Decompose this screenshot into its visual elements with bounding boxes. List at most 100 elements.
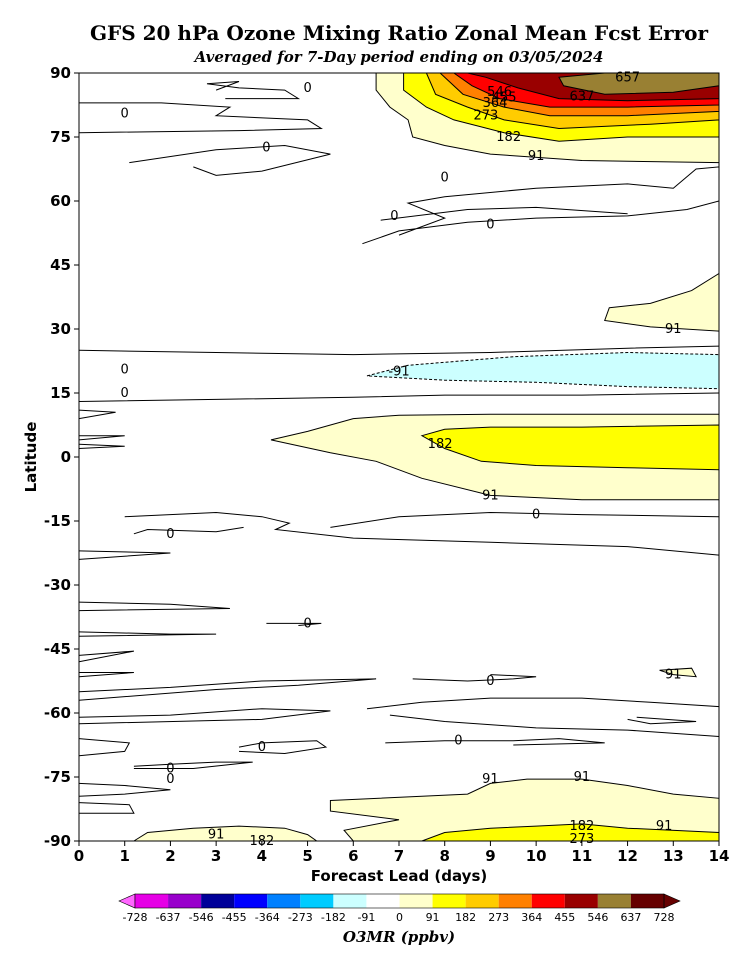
contour-line-29 (78, 782, 171, 797)
contour-line-10 (124, 511, 720, 556)
y-tick-label: -60 (44, 704, 71, 722)
contour-labels: 0063765754645536427318291000091-91001829… (121, 70, 682, 849)
contour-line-17 (78, 650, 134, 663)
colorbar-swatch (333, 894, 367, 908)
contour-label-15: -91 (388, 365, 409, 380)
colorbar-swatch (630, 894, 664, 908)
contour-line-12 (133, 526, 244, 535)
contour-label-5: 455 (492, 90, 517, 105)
contour-label-28: 0 (166, 772, 174, 787)
region-12 (329, 778, 720, 842)
x-tick-label: 7 (394, 847, 404, 865)
y-tick-label: -90 (44, 832, 71, 850)
contour-line-23 (389, 714, 720, 737)
contour-line-21 (412, 674, 537, 682)
contour-label-34: 91 (208, 828, 225, 843)
y-tick-label: 60 (50, 192, 71, 210)
contour-label-14: 91 (665, 322, 682, 337)
colorbar-swatch (234, 894, 268, 908)
contour-label-25: 0 (258, 740, 266, 755)
contour-label-3: 657 (615, 70, 640, 85)
contour-line-8 (78, 435, 125, 441)
x-tick-label: 13 (663, 847, 684, 865)
contour-line-3 (362, 166, 720, 245)
contour-line-7 (78, 409, 116, 420)
contour-line-16 (266, 622, 322, 626)
colorbar-tick-label: 637 (620, 911, 641, 924)
contour-line-14 (78, 601, 230, 612)
contour-line-4 (380, 206, 628, 221)
contour-label-18: 182 (428, 437, 453, 452)
contour-line-9 (78, 443, 125, 449)
contour-label-12: 0 (390, 209, 398, 224)
y-tick-label: 30 (50, 320, 71, 338)
colorbar-tick-label: 728 (654, 911, 675, 924)
contour-label-16: 0 (121, 363, 129, 378)
contour-label-21: 0 (166, 527, 174, 542)
colorbar-tick-label: -91 (357, 911, 375, 924)
x-tick-label: 4 (257, 847, 267, 865)
contour-line-22 (366, 697, 720, 726)
chart-title: GFS 20 hPa Ozone Mixing Ratio Zonal Mean… (90, 21, 709, 45)
colorbar-swatch (597, 894, 631, 908)
colorbar-swatch (201, 894, 235, 908)
y-tick-label: -75 (44, 768, 71, 786)
y-axis-ticks: 90 75 60 45 30 15 0 -15 -30 -45 -60 -75 -90 (44, 64, 79, 850)
colorbar-tick-label: -455 (222, 911, 247, 924)
contour-label-10: 0 (262, 141, 270, 156)
contour-label-23: 91 (665, 668, 682, 683)
y-tick-label: -45 (44, 640, 71, 658)
contour-label-9: 91 (528, 149, 545, 164)
colorbar-swatch (135, 894, 169, 908)
colorbar-swatch (531, 894, 565, 908)
y-tick-label: -15 (44, 512, 71, 530)
contour-line-27 (238, 740, 328, 755)
colorbar-swatch (168, 894, 202, 908)
colorbar-tick-label: -546 (189, 911, 214, 924)
colorbar-tick-label: 364 (521, 911, 542, 924)
contour-label-13: 0 (486, 218, 494, 233)
contour-label-11: 0 (441, 171, 449, 186)
contour-label-31: 182 (569, 819, 594, 834)
colorbar-tick-label: 182 (455, 911, 476, 924)
contour-label-22: 0 (303, 616, 311, 631)
region-8 (366, 351, 720, 390)
contour-line-19 (78, 678, 377, 701)
x-tick-label: 5 (302, 847, 312, 865)
contour-line-2 (129, 144, 331, 176)
contour-line-6 (78, 392, 720, 402)
colorbar-swatch (498, 894, 532, 908)
contour-label-24: 0 (486, 674, 494, 689)
colorbar-tick-label: 455 (554, 911, 575, 924)
x-axis-label: Forecast Lead (days) (311, 867, 487, 885)
colorbar-extend-high (663, 893, 681, 909)
y-tick-label: 75 (50, 128, 71, 146)
contour-label-26: 0 (454, 734, 462, 749)
x-tick-label: 0 (74, 847, 84, 865)
contour-label-1: 0 (303, 81, 311, 96)
contour-label-30: 91 (574, 770, 591, 785)
contour-line-0 (78, 102, 323, 134)
contour-label-8: 182 (496, 130, 521, 145)
x-tick-label: 12 (617, 847, 638, 865)
contour-line-1 (206, 81, 301, 100)
contour-line-24 (627, 716, 697, 725)
contour-label-4: 546 (487, 85, 512, 100)
contour-line-28 (385, 738, 605, 746)
contour-line-18 (78, 672, 134, 678)
contour-label-17: 0 (121, 386, 129, 401)
y-tick-label: 45 (50, 256, 71, 274)
y-axis-label: Latitude (22, 422, 40, 493)
colorbar-tick-label: -637 (156, 911, 181, 924)
x-tick-label: 3 (211, 847, 221, 865)
contour-line-25 (78, 738, 131, 757)
y-tick-label: 15 (50, 384, 71, 402)
contour-label-29: 91 (482, 772, 499, 787)
x-tick-label: 6 (348, 847, 358, 865)
colorbar-extend-low (118, 893, 136, 909)
colorbar-swatch (267, 894, 301, 908)
colorbar-tick-label: 273 (488, 911, 509, 924)
contour-label-7: 273 (473, 109, 498, 124)
contour-label-19: 91 (482, 488, 499, 503)
